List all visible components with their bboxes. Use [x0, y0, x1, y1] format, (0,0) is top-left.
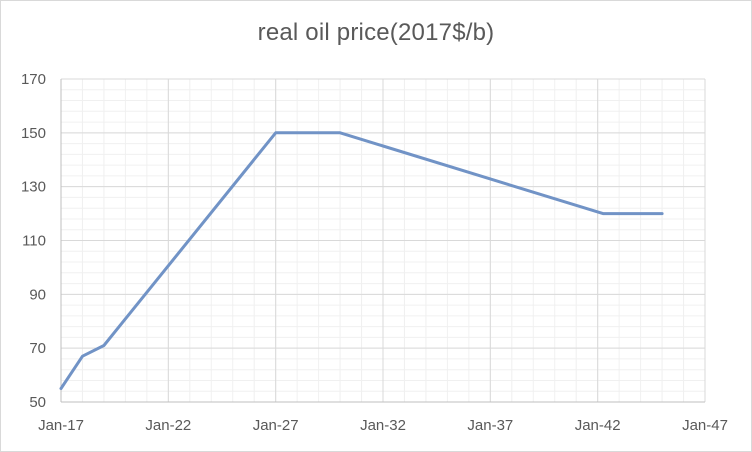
x-tick-label-jan-27: Jan-27 — [253, 417, 299, 434]
y-tick-label-170: 170 — [21, 71, 46, 88]
y-tick-label-50: 50 — [29, 394, 46, 411]
y-tick-label-110: 110 — [22, 233, 46, 250]
y-tick-label-130: 130 — [21, 179, 46, 196]
x-tick-label-jan-17: Jan-17 — [38, 417, 84, 434]
y-tick-label-70: 70 — [29, 340, 46, 357]
x-axis-tick-labels: Jan-17 Jan-22 Jan-27 Jan-32 Jan-37 Jan-42 Jan-… — [38, 417, 728, 434]
y-axis-tick-labels: 50 70 90 110 130 150 170 — [21, 71, 46, 411]
x-tick-label-jan-42: Jan-42 — [575, 417, 621, 434]
major-gridlines — [60, 78, 706, 403]
x-tick-label-jan-37: Jan-37 — [467, 417, 513, 434]
x-tick-label-jan-32: Jan-32 — [360, 417, 406, 434]
axes — [60, 79, 705, 403]
y-tick-label-150: 150 — [21, 125, 46, 142]
x-tick-label-jan-22: Jan-22 — [145, 417, 191, 434]
chart-title: real oil price(2017$/b) — [257, 19, 495, 46]
y-tick-label-90: 90 — [29, 286, 46, 303]
x-tick-label-jan-47: Jan-47 — [682, 417, 728, 434]
series-group — [59, 131, 664, 390]
